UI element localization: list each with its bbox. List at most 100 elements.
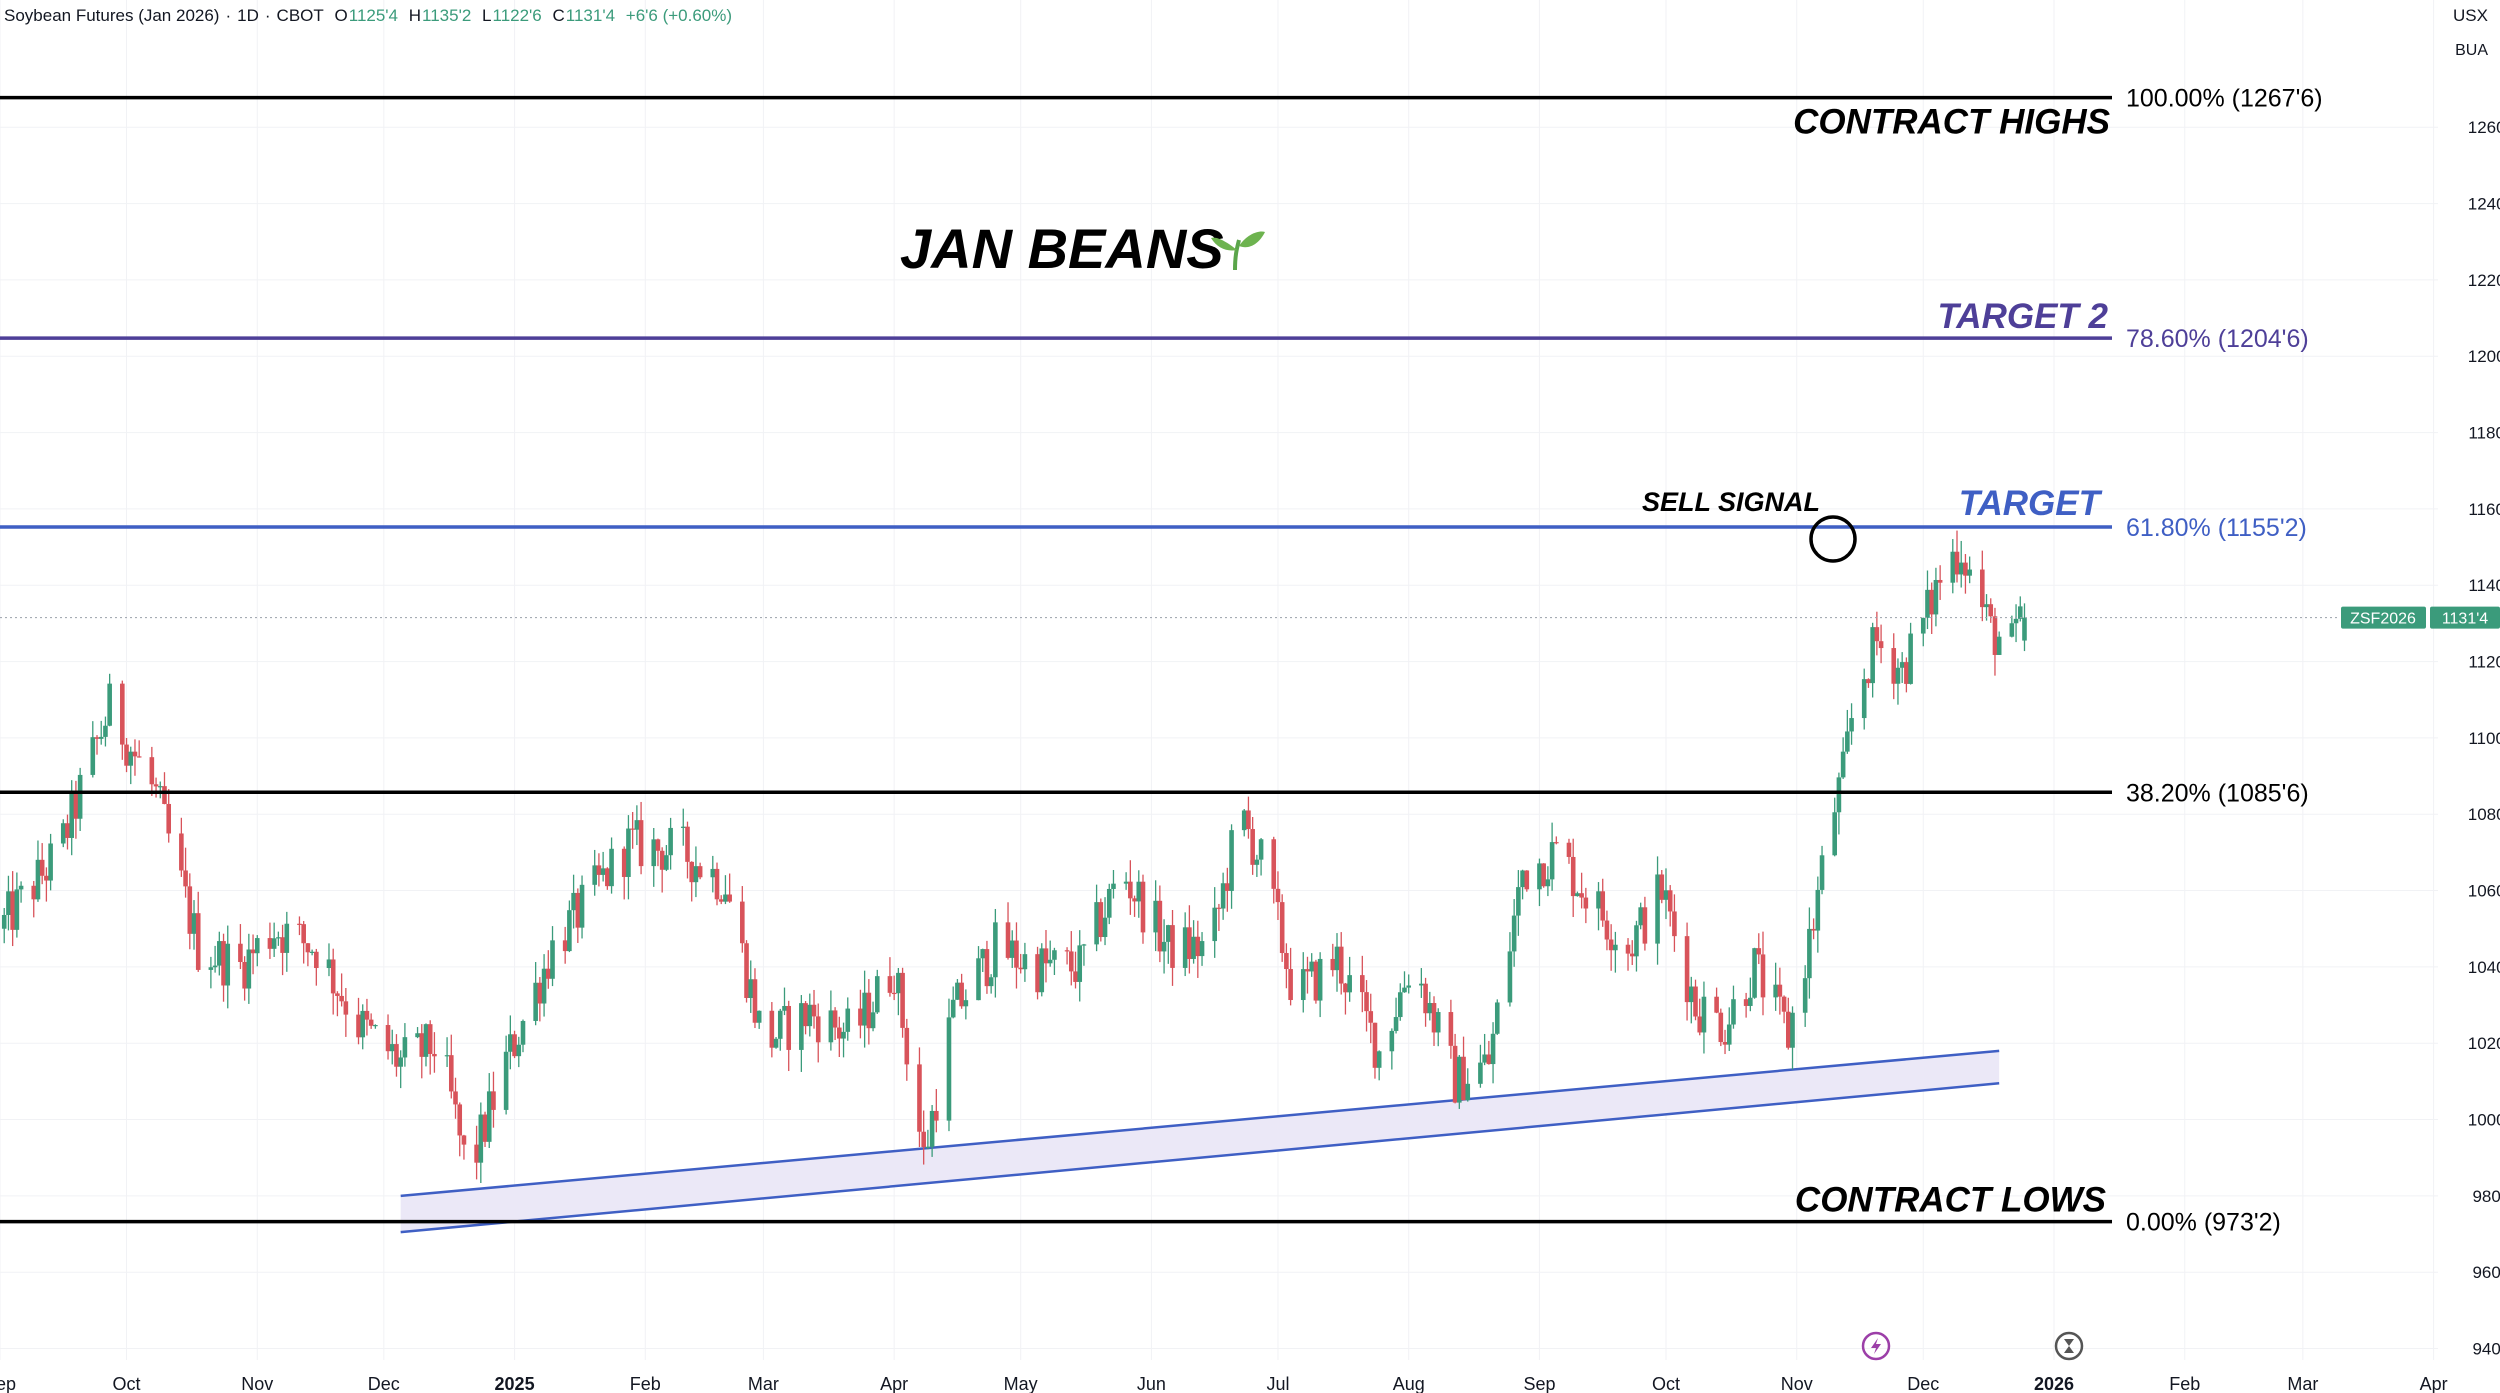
candle-body	[609, 848, 614, 887]
candle-body	[1360, 975, 1365, 993]
candle-body	[1722, 1042, 1728, 1045]
candle-body	[2017, 606, 2023, 619]
candle-body	[993, 922, 998, 978]
candle-body	[1009, 940, 1015, 958]
candle-body	[107, 683, 112, 726]
candle-body	[1018, 967, 1023, 970]
candle-body	[1478, 1062, 1483, 1084]
candle-body	[1684, 936, 1690, 1003]
candle-body	[1634, 925, 1639, 957]
candle-body	[664, 855, 669, 870]
lightning-icon-ring	[1861, 1331, 1891, 1361]
candle-body	[1461, 1056, 1466, 1101]
candle-body	[368, 1019, 374, 1026]
level-label-4: 0.00% (973'2)	[2126, 1209, 2281, 1237]
annotations: CONTRACT HIGHS TARGET 2 TARGET SELL SIGNAL C…	[900, 103, 2110, 1220]
y-tick-label: 1100'0	[2468, 729, 2500, 748]
candle-body	[1802, 978, 1808, 1013]
candle-body	[166, 803, 172, 834]
candle-body	[1170, 925, 1175, 968]
candle-body	[427, 1024, 433, 1054]
candle-body	[769, 1010, 775, 1048]
candle-body	[221, 941, 226, 986]
lightning-icon[interactable]	[1861, 1331, 1891, 1361]
unit-label[interactable]: BUA	[2455, 42, 2488, 59]
channel-lower-line[interactable]	[400, 1082, 2000, 1234]
candle-body	[634, 820, 640, 830]
candle-body	[1039, 948, 1045, 993]
annotation-contract-highs: CONTRACT HIGHS	[1793, 103, 2110, 142]
candle-body	[1005, 922, 1011, 958]
candle-body	[1393, 1017, 1399, 1031]
hourglass-icon-glass	[2064, 1339, 2074, 1353]
sell-signal-circle[interactable]	[1809, 515, 1857, 563]
candle-body	[621, 848, 627, 877]
level-label-0: 100.00% (1267'6)	[2126, 85, 2323, 113]
candle-body	[799, 1003, 804, 1050]
price-axis: 940'0 960'0 980'0 1000'0 1020'0 1040'0 1060'0 1…	[2468, 118, 2500, 1358]
candle-body	[571, 892, 576, 911]
time-axis: Sep Oct Nov Dec 2025 Feb Mar Apr May Jun Jul Aug Sep…	[0, 1374, 2448, 1393]
candle-body	[976, 958, 981, 1001]
candle-body	[900, 972, 905, 1028]
candle-body	[183, 870, 188, 887]
symbol-badge[interactable]: ZSF2026	[2350, 611, 2416, 628]
candle-body	[630, 828, 635, 830]
chart-title: JAN BEANS	[900, 217, 1224, 280]
candle-body	[984, 949, 990, 987]
candle-body	[1376, 1051, 1382, 1068]
candle-body	[837, 1027, 842, 1039]
candle-body	[162, 786, 167, 804]
candle-body	[297, 923, 302, 925]
channel-upper-line[interactable]	[400, 1049, 2000, 1198]
candle-body	[1098, 902, 1104, 938]
candle-body	[533, 982, 538, 1021]
candle-body	[727, 894, 732, 902]
candle-body	[1250, 829, 1255, 865]
candle-body	[1111, 883, 1116, 889]
symbol-header[interactable]: Soybean Futures (Jan 2026) · 1D · CBOT O1125…	[4, 6, 733, 25]
candle-body	[453, 1091, 458, 1105]
open-label: O	[334, 6, 348, 25]
price-badge[interactable]: 1131'4	[2442, 611, 2488, 628]
candle-body	[1958, 562, 1964, 575]
candle-body	[136, 756, 142, 758]
candle-body	[1486, 1054, 1492, 1065]
candle-body	[124, 744, 129, 766]
y-tick-label: 1080'0	[2468, 805, 2500, 824]
candle-body	[1980, 569, 1985, 608]
candle-body	[335, 993, 340, 996]
candle-body	[1549, 842, 1555, 880]
candle-body	[179, 833, 184, 871]
candle-body	[1819, 855, 1825, 890]
candle-body	[187, 886, 193, 934]
hourglass-icon[interactable]	[2054, 1331, 2084, 1361]
candle-body	[280, 937, 285, 953]
candle-body	[1052, 950, 1057, 960]
currency-label[interactable]: USX	[2453, 6, 2488, 25]
candle-body	[1338, 946, 1344, 984]
candle-body	[1419, 983, 1424, 986]
level-label-1: 78.60% (1204'6)	[2126, 325, 2309, 353]
candle-body	[1225, 883, 1230, 891]
candle-body	[1128, 881, 1133, 899]
x-tick-label: Nov	[241, 1374, 273, 1393]
candle-body	[988, 977, 994, 987]
candle-body	[541, 968, 547, 1004]
candle-body	[149, 757, 155, 785]
seedling-leaf-right	[1239, 231, 1265, 248]
open-value: 1125'4	[348, 6, 399, 25]
candle-body	[929, 1110, 935, 1147]
candle-body	[1714, 996, 1719, 1013]
candle-body	[1165, 925, 1171, 942]
candle-body	[955, 982, 960, 1000]
candle-body	[1895, 667, 1901, 684]
level-label-2: 61.80% (1155'2)	[2126, 514, 2307, 542]
candle-body	[756, 1010, 762, 1023]
x-tick-label: Apr	[880, 1374, 908, 1393]
candle-body	[896, 972, 901, 994]
candle-body	[567, 910, 572, 952]
candle-body	[866, 992, 872, 1029]
candle-body	[811, 1004, 817, 1017]
